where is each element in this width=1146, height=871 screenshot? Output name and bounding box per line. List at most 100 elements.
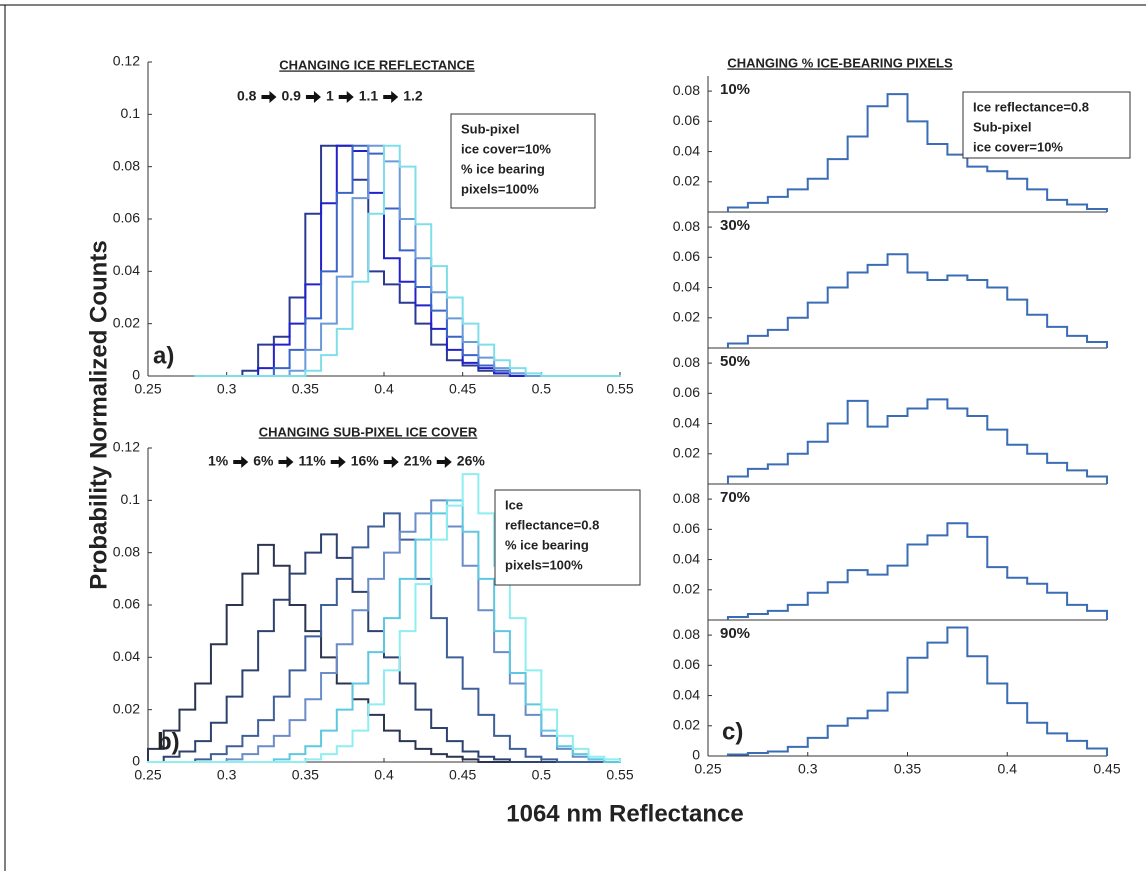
subplot-label: 70% xyxy=(720,489,750,506)
x-tick-label: 0.45 xyxy=(449,381,476,397)
y-tick-label: 0.04 xyxy=(113,648,140,664)
y-tick-label: 0.04 xyxy=(673,686,700,702)
arrow-icon xyxy=(305,91,321,103)
arrow-icon xyxy=(383,91,399,103)
y-tick-label: 0.04 xyxy=(673,414,700,430)
y-tick-label: 0.12 xyxy=(113,53,140,69)
note-box xyxy=(962,91,1131,159)
panel-title: CHANGING ICE REFLECTANCE xyxy=(279,57,475,72)
y-tick-label: 0 xyxy=(692,747,700,763)
subplot-label: 50% xyxy=(720,353,750,370)
y-tick-label: 0.04 xyxy=(113,262,140,278)
subplot-label: 90% xyxy=(720,625,750,642)
x-tick-label: 0.5 xyxy=(532,381,552,397)
y-tick-label: 0.12 xyxy=(113,439,140,455)
legend-entry: 1.2 xyxy=(403,88,423,104)
note-line: ice cover=10% xyxy=(461,141,551,156)
panel-label: c) xyxy=(722,718,743,745)
arrow-icon xyxy=(278,456,294,468)
x-tick-label: 0.55 xyxy=(606,767,633,783)
arrow-icon xyxy=(338,91,354,103)
arrow-icon xyxy=(436,456,452,468)
note-box xyxy=(494,489,641,586)
x-tick-label: 0.25 xyxy=(694,761,721,777)
note-line: % ice bearing xyxy=(461,161,545,176)
y-tick-label: 0.02 xyxy=(673,308,700,324)
legend-entry: 0.9 xyxy=(281,88,301,104)
legend-entry: 21% xyxy=(404,453,433,469)
y-tick-label: 0.08 xyxy=(673,82,700,98)
legend-entry: 6% xyxy=(253,453,274,469)
y-tick-label: 0.08 xyxy=(673,626,700,642)
note-line: pixels=100% xyxy=(505,557,583,572)
y-tick-label: 0.04 xyxy=(673,142,700,158)
arrow-icon xyxy=(383,456,399,468)
panel-title: CHANGING % ICE-BEARING PIXELS xyxy=(727,55,953,70)
x-tick-label: 0.5 xyxy=(532,767,552,783)
y-tick-label: 0.04 xyxy=(673,278,700,294)
legend-entry: 26% xyxy=(457,453,486,469)
y-tick-label: 0.02 xyxy=(673,580,700,596)
x-tick-label: 0.4 xyxy=(374,767,394,783)
y-tick-label: 0.08 xyxy=(673,490,700,506)
x-tick-label: 0.4 xyxy=(998,761,1018,777)
legend-entry: 11% xyxy=(298,453,326,469)
y-tick-label: 0.04 xyxy=(673,550,700,566)
y-tick-label: 0.08 xyxy=(673,218,700,234)
x-tick-label: 0.55 xyxy=(606,381,633,397)
y-tick-label: 0.08 xyxy=(113,543,140,559)
legend-entry: 16% xyxy=(351,453,380,469)
y-tick-label: 0.06 xyxy=(673,656,700,672)
note-line: Ice xyxy=(505,497,523,512)
subplot-label: 30% xyxy=(720,217,750,234)
y-tick-label: 0.02 xyxy=(113,700,140,716)
y-tick-label: 0.1 xyxy=(121,105,141,121)
note-line: Ice reflectance=0.8 xyxy=(973,99,1089,114)
legend-entry: 1% xyxy=(208,453,229,469)
note-line: % ice bearing xyxy=(505,537,589,552)
x-tick-label: 0.4 xyxy=(374,381,394,397)
y-tick-label: 0.02 xyxy=(673,172,700,188)
note-line: reflectance=0.8 xyxy=(505,517,599,532)
x-tick-label: 0.3 xyxy=(217,381,237,397)
y-tick-label: 0.08 xyxy=(673,354,700,370)
y-tick-label: 0.06 xyxy=(673,384,700,400)
arrow-icon xyxy=(233,456,249,468)
y-tick-label: 0.08 xyxy=(113,157,140,173)
y-tick-label: 0.06 xyxy=(113,596,140,612)
y-tick-label: 0.06 xyxy=(673,520,700,536)
legend-entry: 1.1 xyxy=(359,88,379,104)
y-tick-label: 0.02 xyxy=(673,716,700,732)
x-tick-label: 0.45 xyxy=(449,767,476,783)
arrow-icon xyxy=(261,91,277,103)
note-line: pixels=100% xyxy=(461,181,539,196)
note-line: Sub-pixel xyxy=(461,121,520,136)
y-tick-label: 0 xyxy=(132,753,140,769)
y-tick-label: 0.1 xyxy=(121,491,141,507)
subplot-label: 10% xyxy=(720,81,750,98)
y-tick-label: 0 xyxy=(132,367,140,383)
x-tick-label: 0.3 xyxy=(798,761,818,777)
panel-title: CHANGING SUB-PIXEL ICE COVER xyxy=(259,424,478,439)
legend-entry: 0.8 xyxy=(237,88,257,104)
note-line: Sub-pixel xyxy=(973,119,1032,134)
x-tick-label: 0.35 xyxy=(292,381,319,397)
arrow-icon xyxy=(330,456,346,468)
y-tick-label: 0.06 xyxy=(113,210,140,226)
x-tick-label: 0.45 xyxy=(1093,761,1120,777)
y-tick-label: 0.02 xyxy=(113,314,140,330)
x-tick-label: 0.25 xyxy=(134,381,161,397)
x-tick-label: 0.25 xyxy=(134,767,161,783)
y-axis-label: Probability Normalized Counts xyxy=(85,240,112,589)
x-tick-label: 0.35 xyxy=(292,767,319,783)
y-tick-label: 0.02 xyxy=(673,444,700,460)
x-tick-label: 0.35 xyxy=(894,761,921,777)
x-tick-label: 0.3 xyxy=(217,767,237,783)
note-box xyxy=(450,113,596,209)
legend-entry: 1 xyxy=(326,88,334,104)
note-line: ice cover=10% xyxy=(973,139,1063,154)
x-axis-label: 1064 nm Reflectance xyxy=(506,800,743,827)
panel-label: a) xyxy=(153,342,174,369)
panel-label: b) xyxy=(157,728,180,755)
